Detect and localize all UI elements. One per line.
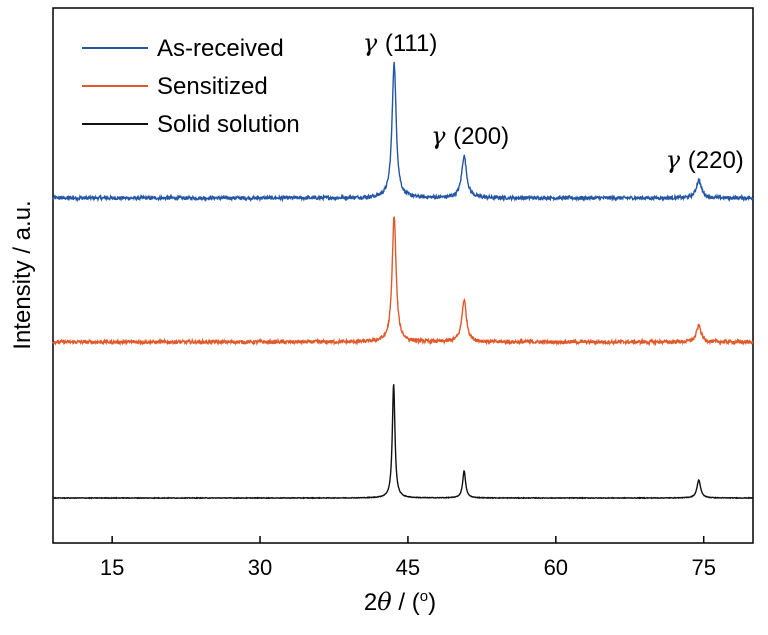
- x-tick-label-15: 15: [100, 555, 124, 580]
- x-tick-label-60: 60: [544, 555, 568, 580]
- series-line-sensitized: [52, 215, 754, 347]
- x-axis-ticks: 15 30 45 60 75: [100, 536, 716, 580]
- gamma-symbol: γ: [431, 122, 453, 150]
- x-axis-label: 2θ / (o): [364, 588, 436, 616]
- legend-label-as-received: As-received: [157, 35, 284, 62]
- y-axis-label: Intensity / a.u.: [9, 200, 36, 349]
- x-label-prefix: 2: [364, 589, 377, 616]
- series-line-solid-solution: [52, 384, 754, 500]
- peak-annotations: γ (111)γ (200)γ (220): [363, 29, 744, 174]
- x-tick-label-45: 45: [396, 555, 420, 580]
- series-layer: [52, 61, 754, 500]
- miller-index: (111): [385, 30, 437, 57]
- peak-label-200: γ (200): [431, 122, 509, 150]
- legend-label-sensitized: Sensitized: [157, 73, 268, 100]
- x-tick-label-75: 75: [691, 555, 715, 580]
- x-label-suffix: / (: [392, 589, 420, 616]
- x-label-close: ): [428, 589, 436, 616]
- x-label-theta: θ: [377, 588, 392, 616]
- gamma-symbol: γ: [666, 146, 688, 174]
- miller-index: (220): [688, 147, 744, 174]
- x-label-degree: o: [420, 588, 428, 605]
- series-line-as-received: [52, 61, 754, 203]
- peak-label-111: γ (111): [363, 29, 437, 57]
- gamma-symbol: γ: [363, 29, 385, 57]
- miller-index: (200): [453, 123, 509, 150]
- x-tick-label-30: 30: [248, 555, 272, 580]
- legend-label-solid-solution: Solid solution: [157, 111, 300, 138]
- plot-frame: [52, 7, 754, 544]
- legend: As-received Sensitized Solid solution: [82, 35, 300, 138]
- peak-label-220: γ (220): [666, 146, 744, 174]
